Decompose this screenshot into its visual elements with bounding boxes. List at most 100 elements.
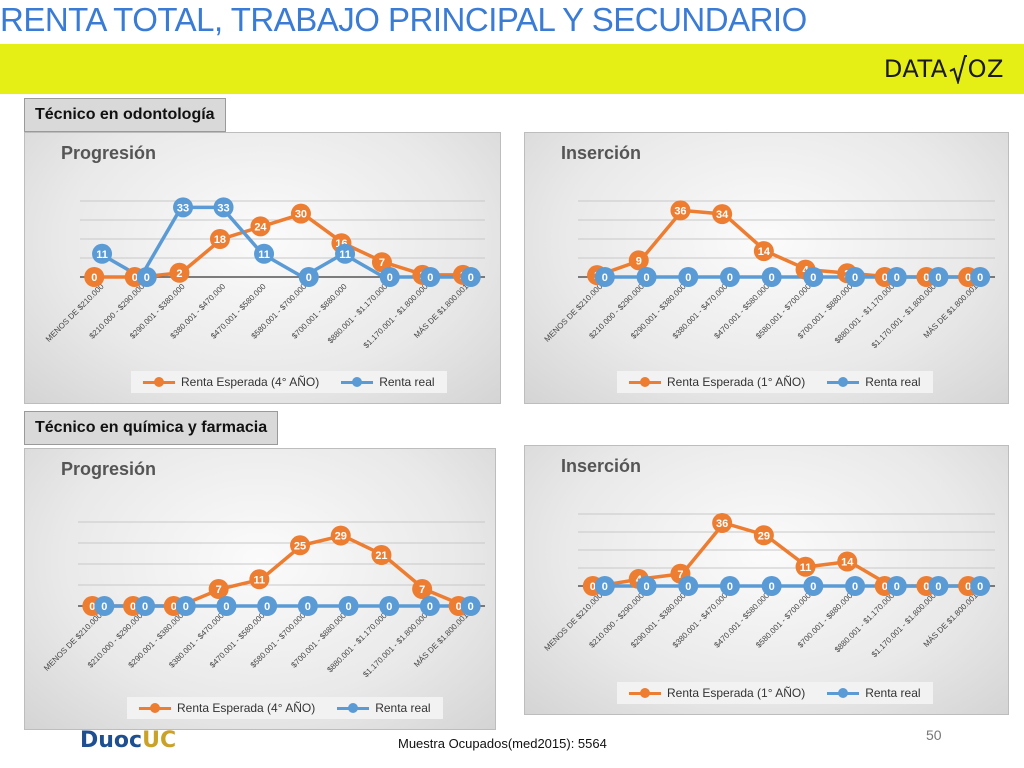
data-label: 0 — [132, 272, 138, 284]
data-label: 14 — [841, 557, 854, 569]
data-label: 0 — [935, 581, 941, 593]
data-label: 0 — [894, 581, 900, 593]
data-label: 0 — [882, 272, 888, 284]
legend-label-real: Renta real — [865, 686, 921, 700]
chart-title: Inserción — [561, 456, 642, 476]
data-label: 0 — [468, 601, 474, 613]
data-label: 0 — [769, 581, 775, 593]
data-label: 0 — [144, 272, 150, 284]
data-point — [594, 576, 615, 596]
legend-item-real: Renta real — [827, 375, 921, 389]
data-label: 21 — [375, 550, 387, 562]
data-label: 7 — [216, 584, 222, 596]
data-point — [761, 576, 782, 596]
series-line — [98, 533, 466, 608]
data-point — [803, 576, 824, 596]
brand-main: Duoc — [80, 728, 143, 753]
data-point — [379, 596, 400, 616]
brand-accent: UC — [142, 728, 177, 753]
data-label: 0 — [923, 581, 929, 593]
data-point — [208, 579, 229, 599]
chart-legend: Renta Esperada (1° AÑO) Renta real — [617, 371, 933, 393]
legend-item-expected: Renta Esperada (4° AÑO) — [139, 701, 315, 715]
data-point — [970, 267, 991, 287]
data-point — [803, 267, 824, 287]
data-label: 0 — [727, 272, 733, 284]
data-point — [636, 576, 657, 596]
data-label: 0 — [223, 601, 229, 613]
data-label: 0 — [183, 601, 189, 613]
legend-swatch-real — [337, 702, 370, 714]
duoc-uc-logo: DuocUC — [80, 728, 176, 753]
chart-legend: Renta Esperada (1° AÑO) Renta real — [617, 682, 933, 704]
data-label: 0 — [91, 272, 97, 284]
legend-swatch-expected — [629, 376, 661, 388]
data-label: 0 — [427, 272, 433, 284]
section-label-odontologia: Técnico en odontología — [24, 98, 226, 132]
data-point — [175, 596, 196, 616]
data-point — [420, 267, 441, 287]
data-label: 0 — [935, 272, 941, 284]
data-point — [173, 197, 194, 218]
data-label: 0 — [685, 581, 691, 593]
chart-title: Progresión — [61, 459, 157, 479]
data-label: 0 — [727, 581, 733, 593]
data-point — [213, 197, 234, 218]
data-label: 0 — [643, 581, 649, 593]
data-point — [371, 545, 392, 565]
data-label: 33 — [177, 202, 189, 214]
legend-label-expected: Renta Esperada (1° AÑO) — [667, 686, 806, 700]
data-label: 7 — [379, 257, 385, 269]
data-point — [928, 267, 949, 287]
data-label: 7 — [677, 569, 683, 581]
data-point — [719, 267, 740, 287]
data-label: 0 — [810, 272, 816, 284]
legend-swatch-expected — [139, 702, 171, 714]
data-point — [379, 267, 400, 287]
data-label: 0 — [142, 601, 148, 613]
legend-item-real: Renta real — [337, 701, 431, 715]
legend-item-expected: Renta Esperada (4° AÑO) — [143, 375, 319, 389]
legend-label-expected: Renta Esperada (4° AÑO) — [177, 701, 316, 715]
data-point — [94, 596, 115, 616]
data-point — [795, 556, 816, 577]
data-label: 0 — [810, 581, 816, 593]
data-label: 0 — [306, 272, 312, 284]
data-point — [298, 267, 319, 287]
data-point — [169, 262, 190, 283]
data-point — [135, 596, 156, 616]
legend-swatch-real — [827, 376, 860, 388]
data-point — [678, 576, 699, 596]
data-point — [712, 204, 733, 225]
series-line — [100, 211, 465, 279]
data-point — [290, 203, 311, 224]
legend-item-real: Renta real — [341, 375, 435, 389]
data-point — [338, 596, 359, 616]
data-label: 30 — [295, 209, 307, 221]
legend-swatch-real — [341, 376, 374, 388]
data-label: 11 — [254, 574, 266, 586]
chart-svg: MENOS DE $210.000$210.000 - $290.000$290… — [44, 197, 485, 350]
data-point — [412, 579, 433, 599]
data-label: 0 — [882, 581, 888, 593]
data-point — [419, 596, 440, 616]
logo-text-right: OZ — [967, 55, 1004, 83]
legend-swatch-expected — [143, 376, 175, 388]
legend-item-expected: Renta Esperada (1° AÑO) — [629, 375, 805, 389]
data-label: 7 — [419, 584, 425, 596]
chart-title: Inserción — [561, 143, 642, 163]
data-label: 33 — [217, 202, 229, 214]
data-label: 0 — [345, 601, 351, 613]
data-label: 0 — [977, 581, 983, 593]
data-point — [216, 596, 237, 616]
data-label: 25 — [294, 540, 306, 552]
data-point — [928, 576, 949, 596]
data-point — [297, 596, 318, 616]
data-point — [84, 267, 105, 287]
data-point — [330, 525, 351, 546]
data-label: 0 — [894, 272, 900, 284]
series-line — [99, 205, 465, 280]
root-check-icon — [949, 55, 967, 84]
data-label: 0 — [590, 581, 596, 593]
chart-insercion-quimica: Inserción MENOS DE $210.000 $210.000 - $2… — [524, 445, 1009, 715]
